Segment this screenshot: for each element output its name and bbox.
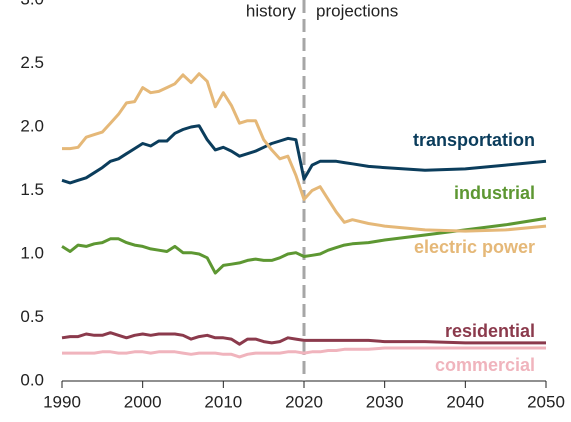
y-tick-label: 0.5 — [20, 307, 44, 326]
series-line — [62, 72, 547, 233]
x-tick-label: 2020 — [285, 392, 323, 411]
x-tick-label: 2040 — [446, 392, 484, 411]
y-tick-label: 1.5 — [20, 180, 44, 199]
series-label: electric power — [414, 237, 535, 257]
x-tick-label: 2010 — [204, 392, 242, 411]
y-tick-label: 3.0 — [20, 0, 44, 8]
y-tick-label: 2.0 — [20, 116, 44, 135]
x-tick-label: 2030 — [366, 392, 404, 411]
series-label: industrial — [454, 183, 535, 203]
series-line — [61, 216, 547, 275]
x-tick-label: 2000 — [124, 392, 162, 411]
y-tick-label: 0.0 — [20, 370, 44, 389]
series-label: residential — [445, 321, 535, 341]
annotation: projections — [316, 1, 398, 20]
x-tick-label: 1990 — [43, 392, 81, 411]
series-line — [62, 346, 546, 359]
x-tick-label: 2050 — [527, 392, 565, 411]
series-line — [61, 124, 547, 185]
y-tick-label: 1.0 — [20, 243, 44, 262]
series-label: commercial — [435, 355, 535, 375]
series-line — [61, 331, 546, 346]
series-label: transportation — [413, 130, 535, 150]
annotation: history — [246, 1, 297, 20]
y-tick-label: 2.5 — [20, 53, 44, 72]
